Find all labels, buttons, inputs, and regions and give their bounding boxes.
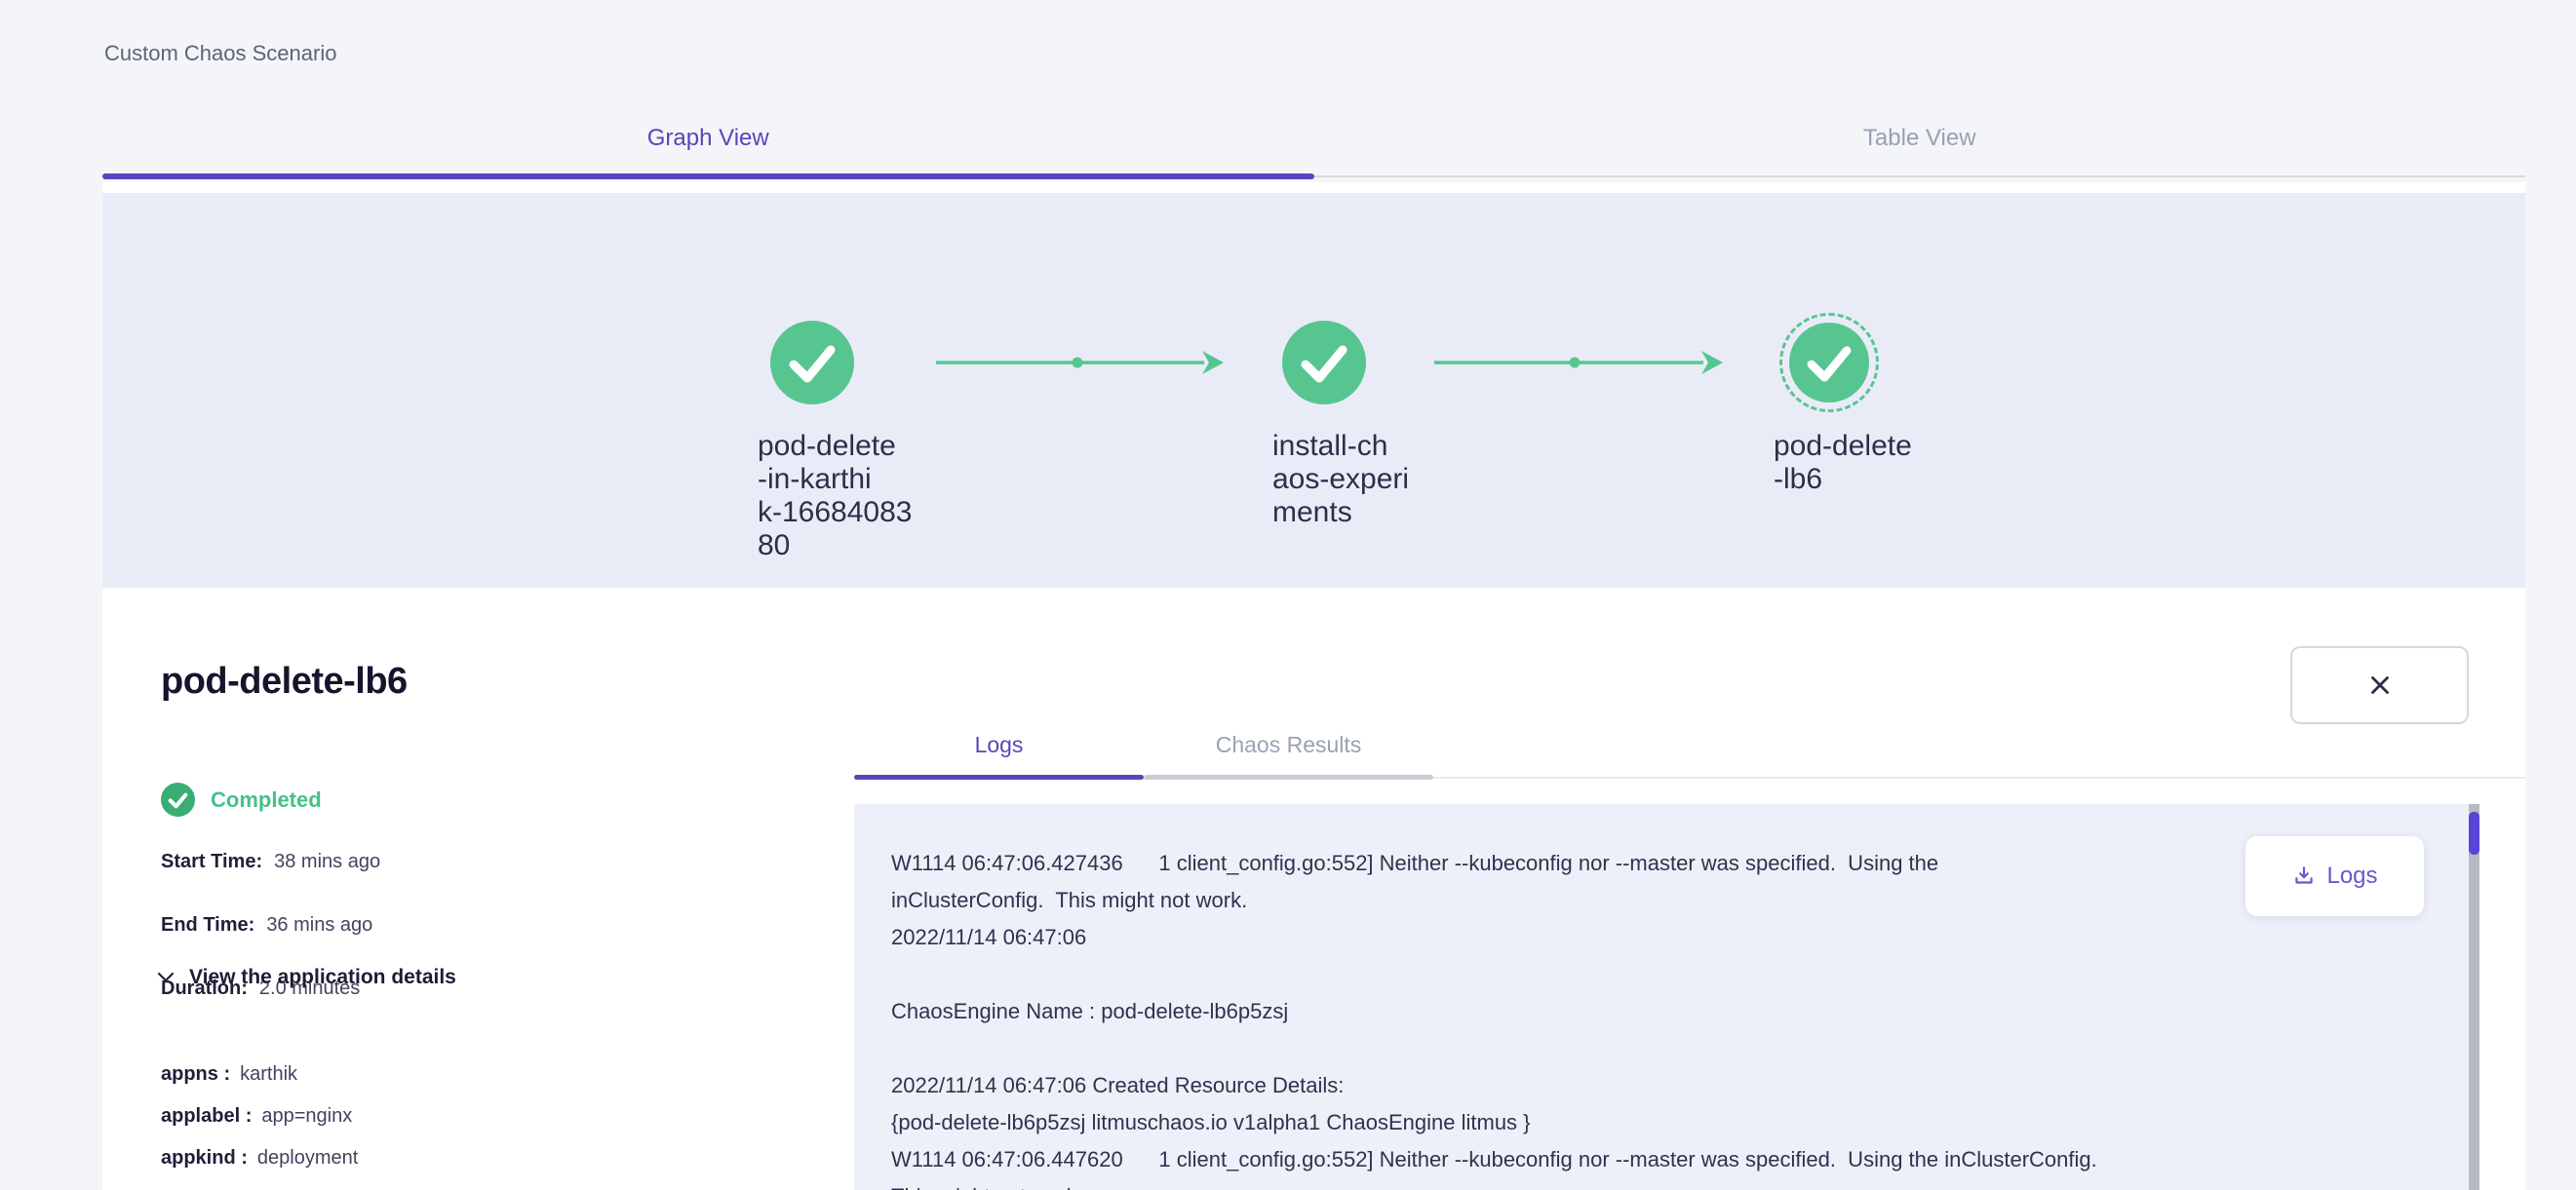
workflow-node-pod-delete-lb6-selected[interactable] bbox=[1779, 313, 1879, 412]
workflow-graph: pod-delete -in-karthi k-16684083 80 inst… bbox=[102, 193, 2525, 588]
page-title: Custom Chaos Scenario bbox=[104, 41, 337, 65]
log-line: This might not work. bbox=[891, 1178, 2410, 1190]
workflow-node-label[interactable]: pod-delete -lb6 bbox=[1774, 430, 1912, 495]
view-tabbar: Graph View Table View bbox=[102, 101, 2526, 179]
close-icon bbox=[2370, 676, 2389, 694]
end-time-row: End Time: 36 mins ago bbox=[161, 914, 372, 937]
status-check-icon bbox=[161, 783, 195, 817]
workflow-node-install-chaos-experiments[interactable] bbox=[1282, 321, 1366, 404]
duration-value: 2.0 minutes bbox=[258, 978, 361, 999]
duration-label: Duration: bbox=[161, 978, 248, 999]
log-output-panel: W1114 06:47:06.427436 1 client_config.go… bbox=[854, 804, 2479, 1190]
appns-row: appns : karthik bbox=[161, 1063, 297, 1086]
duration-row: Duration: 2.0 minutes bbox=[161, 978, 360, 1000]
check-circle-icon bbox=[789, 345, 836, 383]
workflow-node-pod-delete-lb6[interactable] bbox=[1789, 323, 1869, 403]
end-time-value: 36 mins ago bbox=[266, 914, 373, 936]
start-time-value: 38 mins ago bbox=[274, 851, 381, 872]
view-application-details-label: View the application details bbox=[189, 966, 456, 988]
appns-value: karthik bbox=[240, 1063, 298, 1085]
start-time-label: Start Time: bbox=[161, 851, 263, 872]
workflow-node-pod-delete-in-karthik[interactable] bbox=[770, 321, 854, 404]
log-line: inClusterConfig. This might not work. bbox=[891, 888, 1248, 912]
download-icon bbox=[2295, 866, 2314, 884]
log-line: 2022/11/14 06:47:06 bbox=[891, 925, 1087, 949]
tab-logs[interactable]: Logs bbox=[854, 710, 1144, 780]
tab-logs-label: Logs bbox=[974, 731, 1024, 757]
tab-chaos-results[interactable]: Chaos Results bbox=[1144, 710, 1433, 780]
log-line: ChaosEngine Name : pod-delete-lb6p5zsj bbox=[891, 999, 1289, 1023]
log-tabbar-filler bbox=[1433, 710, 2525, 780]
view-application-details-toggle[interactable]: View the application details bbox=[156, 966, 456, 989]
workflow-node-label[interactable]: pod-delete -in-karthi k-16684083 80 bbox=[758, 430, 913, 561]
log-line: {pod-delete-lb6p5zsj litmuschaos.io v1al… bbox=[891, 1110, 1531, 1134]
workflow-node-label[interactable]: install-ch aos-experi ments bbox=[1272, 430, 1410, 528]
chevron-down-icon bbox=[156, 971, 176, 984]
log-scrollbar-thumb[interactable] bbox=[2469, 812, 2479, 855]
applabel-value: app=nginx bbox=[261, 1105, 353, 1127]
close-details-button[interactable] bbox=[2290, 646, 2469, 724]
node-detail-title: pod-delete-lb6 bbox=[161, 661, 408, 702]
applabel-key: applabel : bbox=[161, 1105, 253, 1127]
tab-table-view[interactable]: Table View bbox=[1313, 101, 2526, 177]
tab-chaos-results-label: Chaos Results bbox=[1215, 731, 1362, 757]
check-circle-icon bbox=[1807, 346, 1852, 382]
tab-graph-view-label: Graph View bbox=[646, 125, 769, 151]
log-line: W1114 06:47:06.427436 1 client_config.go… bbox=[891, 851, 1939, 875]
check-circle-icon bbox=[1301, 345, 1347, 383]
log-line: W1114 06:47:06.447620 1 client_config.go… bbox=[891, 1147, 2097, 1171]
status-badge: Completed bbox=[161, 783, 322, 817]
tab-table-view-label: Table View bbox=[1862, 125, 1976, 151]
download-logs-button[interactable]: Logs bbox=[2245, 836, 2424, 916]
log-tabbar: Logs Chaos Results bbox=[854, 710, 2525, 780]
appkind-row: appkind : deployment bbox=[161, 1147, 358, 1170]
tab-graph-view[interactable]: Graph View bbox=[102, 101, 1314, 179]
workflow-edges bbox=[936, 351, 1723, 374]
start-time-row: Start Time: 38 mins ago bbox=[161, 851, 380, 873]
appkind-key: appkind : bbox=[161, 1147, 248, 1169]
log-line: 2022/11/14 06:47:06 Created Resource Det… bbox=[891, 1073, 1345, 1097]
log-line bbox=[891, 956, 2410, 993]
download-logs-label: Logs bbox=[2326, 863, 2378, 889]
applabel-row: applabel : app=nginx bbox=[161, 1105, 352, 1128]
appns-key: appns : bbox=[161, 1063, 231, 1085]
status-text: Completed bbox=[211, 787, 322, 812]
log-line bbox=[891, 1030, 2410, 1067]
log-scrollbar-track[interactable] bbox=[2469, 804, 2479, 1190]
end-time-label: End Time: bbox=[161, 914, 255, 936]
appkind-value: deployment bbox=[256, 1147, 359, 1169]
